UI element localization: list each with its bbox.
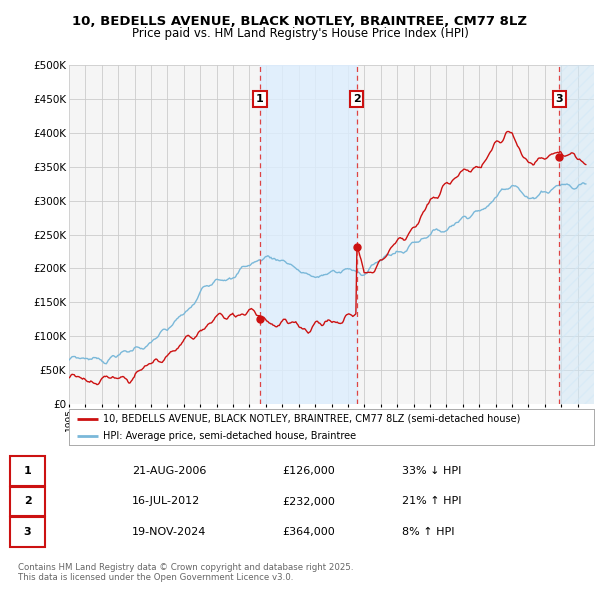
Text: 10, BEDELLS AVENUE, BLACK NOTLEY, BRAINTREE, CM77 8LZ: 10, BEDELLS AVENUE, BLACK NOTLEY, BRAINT…: [73, 15, 527, 28]
Text: 21-AUG-2006: 21-AUG-2006: [132, 466, 206, 476]
Text: 10, BEDELLS AVENUE, BLACK NOTLEY, BRAINTREE, CM77 8LZ (semi-detached house): 10, BEDELLS AVENUE, BLACK NOTLEY, BRAINT…: [103, 414, 521, 424]
Text: £126,000: £126,000: [282, 466, 335, 476]
Bar: [260, 65, 357, 404]
Text: 3: 3: [24, 527, 31, 537]
Text: 1: 1: [256, 94, 264, 104]
Text: 21% ↑ HPI: 21% ↑ HPI: [402, 497, 461, 506]
Text: 33% ↓ HPI: 33% ↓ HPI: [402, 466, 461, 476]
Text: HPI: Average price, semi-detached house, Braintree: HPI: Average price, semi-detached house,…: [103, 431, 356, 441]
Text: £232,000: £232,000: [282, 497, 335, 506]
Text: 19-NOV-2024: 19-NOV-2024: [132, 527, 206, 537]
Text: Price paid vs. HM Land Registry's House Price Index (HPI): Price paid vs. HM Land Registry's House …: [131, 27, 469, 40]
Text: £364,000: £364,000: [282, 527, 335, 537]
Text: 1: 1: [24, 466, 31, 476]
Text: 8% ↑ HPI: 8% ↑ HPI: [402, 527, 455, 537]
Text: 2: 2: [353, 94, 361, 104]
Text: 16-JUL-2012: 16-JUL-2012: [132, 497, 200, 506]
Text: 2: 2: [24, 497, 31, 506]
Bar: [559, 65, 594, 404]
Text: 3: 3: [556, 94, 563, 104]
Text: Contains HM Land Registry data © Crown copyright and database right 2025.
This d: Contains HM Land Registry data © Crown c…: [18, 563, 353, 582]
